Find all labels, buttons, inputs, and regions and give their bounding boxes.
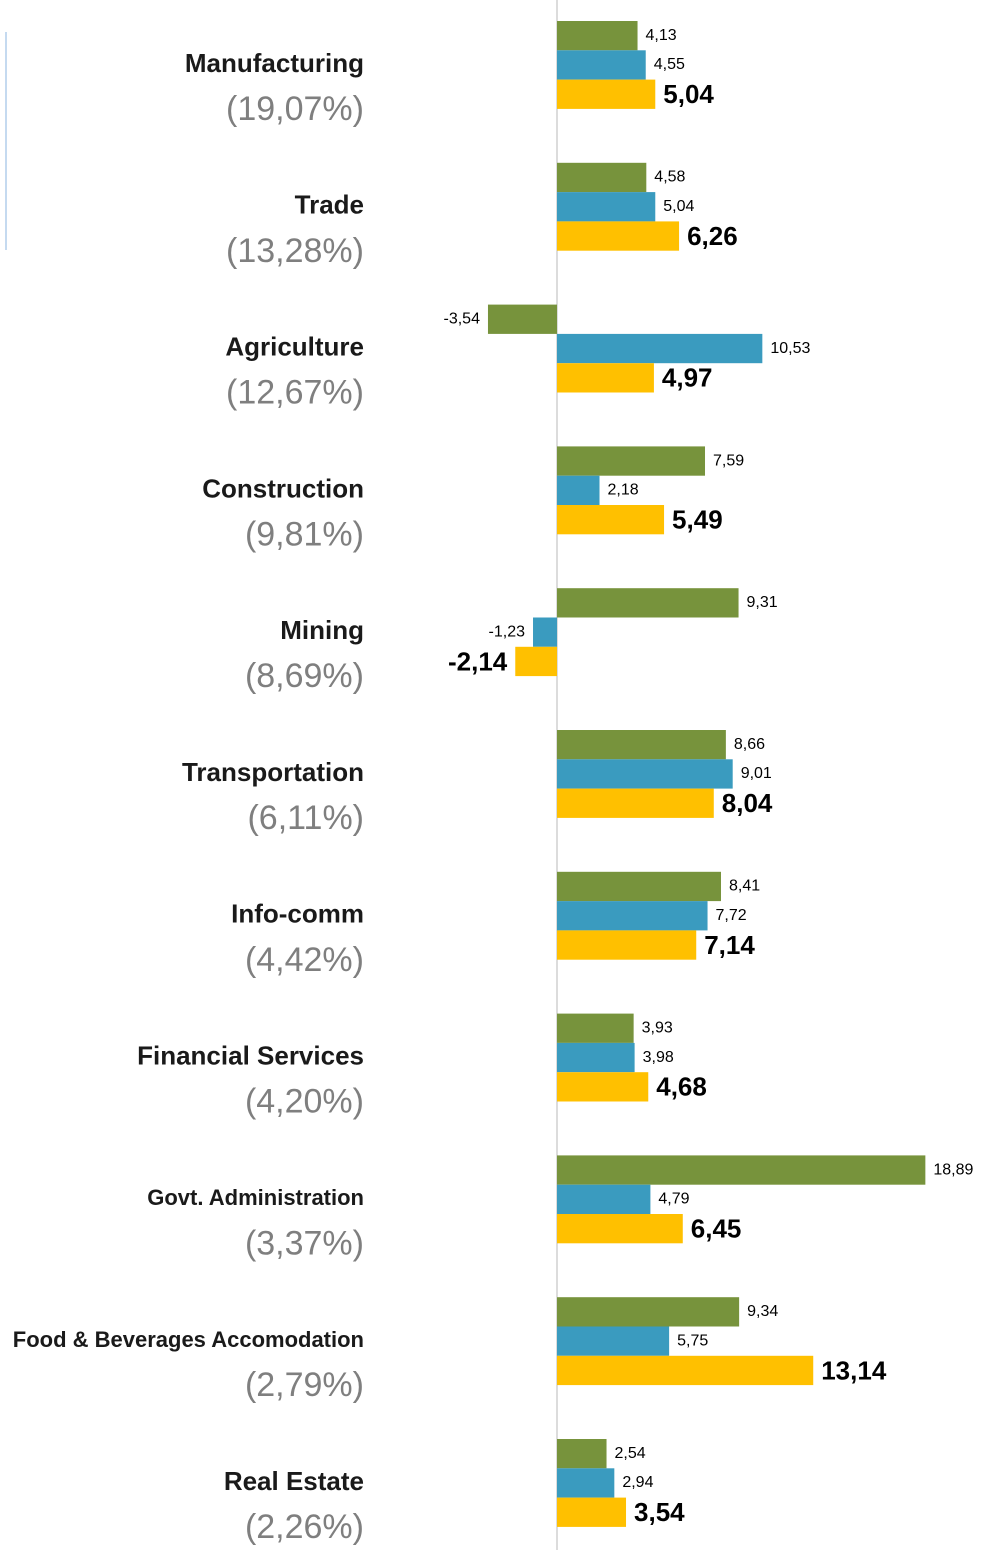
bar xyxy=(557,588,739,618)
value-label: 5,49 xyxy=(672,505,723,535)
value-label: -1,23 xyxy=(489,623,526,640)
value-label: 4,58 xyxy=(654,169,685,186)
category-label: Construction xyxy=(202,473,364,503)
value-label: 8,04 xyxy=(722,788,773,818)
bar xyxy=(557,930,697,960)
bar xyxy=(557,1013,634,1043)
value-label: 7,14 xyxy=(704,930,755,960)
value-label: 5,04 xyxy=(663,198,694,215)
bar xyxy=(557,1468,615,1498)
value-label: 4,55 xyxy=(654,56,685,73)
bar xyxy=(557,730,726,760)
bar xyxy=(557,1072,649,1102)
bar xyxy=(557,901,708,931)
value-label: 9,31 xyxy=(747,594,778,611)
category-share: (9,81%) xyxy=(245,515,364,553)
bar xyxy=(557,788,714,818)
value-label: 3,93 xyxy=(642,1019,673,1036)
bar xyxy=(557,1497,627,1527)
category-share: (2,79%) xyxy=(245,1366,364,1404)
value-label: -3,54 xyxy=(444,310,481,327)
value-label: 2,94 xyxy=(622,1474,653,1491)
bar xyxy=(557,1297,740,1327)
value-label: 6,45 xyxy=(691,1214,742,1244)
value-label: 9,01 xyxy=(741,765,772,782)
bar xyxy=(533,617,557,647)
value-label: 13,14 xyxy=(821,1355,887,1385)
value-label: 2,18 xyxy=(608,482,639,499)
category-share: (12,67%) xyxy=(226,374,364,412)
bar xyxy=(557,1214,683,1244)
bar xyxy=(557,192,656,222)
category-label: Food & Beverages Accomodation xyxy=(13,1327,364,1352)
bar xyxy=(557,871,721,902)
category-share: (8,69%) xyxy=(245,657,364,695)
value-label: 5,75 xyxy=(677,1332,708,1349)
category-share: (19,07%) xyxy=(226,90,364,128)
value-label: 4,79 xyxy=(658,1191,689,1208)
bar xyxy=(557,759,733,789)
bar xyxy=(557,363,654,393)
category-label: Financial Services xyxy=(137,1040,364,1070)
value-label: 18,89 xyxy=(933,1161,973,1178)
category-share: (4,42%) xyxy=(245,941,364,979)
value-label: 6,26 xyxy=(687,221,738,251)
category-label: Manufacturing xyxy=(185,48,364,78)
value-label: 4,13 xyxy=(646,27,677,44)
bar xyxy=(557,1042,635,1073)
category-share: (4,20%) xyxy=(245,1083,364,1121)
bar xyxy=(557,446,706,476)
category-share: (6,11%) xyxy=(247,799,364,837)
value-label: 3,98 xyxy=(643,1049,674,1066)
bar xyxy=(557,221,680,251)
category-label: Transportation xyxy=(182,757,364,787)
value-label: 5,04 xyxy=(663,79,714,109)
category-label: Info-comm xyxy=(231,899,364,929)
bar xyxy=(557,475,600,505)
category-share: (13,28%) xyxy=(226,232,364,270)
bar xyxy=(557,79,656,109)
bar xyxy=(557,505,665,535)
category-label: Mining xyxy=(280,615,364,645)
value-label: 7,72 xyxy=(716,907,747,924)
bar xyxy=(557,1326,670,1356)
bar xyxy=(557,1155,926,1185)
category-label: Real Estate xyxy=(224,1466,364,1496)
category-share: (3,37%) xyxy=(245,1224,364,1262)
value-label: 9,34 xyxy=(747,1303,778,1320)
bar xyxy=(487,304,557,334)
category-share: (2,26%) xyxy=(245,1508,364,1546)
category-label: Trade xyxy=(295,190,364,220)
value-label: -2,14 xyxy=(448,646,508,676)
bar xyxy=(557,21,638,51)
category-label: Agriculture xyxy=(225,331,364,361)
bar xyxy=(557,333,763,364)
value-label: 8,66 xyxy=(734,736,765,753)
bar xyxy=(557,1439,607,1469)
category-label: Govt. Administration xyxy=(147,1185,364,1210)
value-label: 4,97 xyxy=(662,363,713,393)
bar xyxy=(557,162,647,193)
value-label: 2,54 xyxy=(615,1445,646,1462)
bar xyxy=(557,50,646,80)
value-label: 10,53 xyxy=(770,340,810,357)
value-label: 3,54 xyxy=(634,1497,685,1527)
bar xyxy=(557,1355,814,1386)
bar xyxy=(557,1184,651,1214)
value-label: 7,59 xyxy=(713,452,744,469)
value-label: 4,68 xyxy=(656,1072,707,1102)
bar xyxy=(515,646,557,677)
value-label: 8,41 xyxy=(729,878,760,895)
